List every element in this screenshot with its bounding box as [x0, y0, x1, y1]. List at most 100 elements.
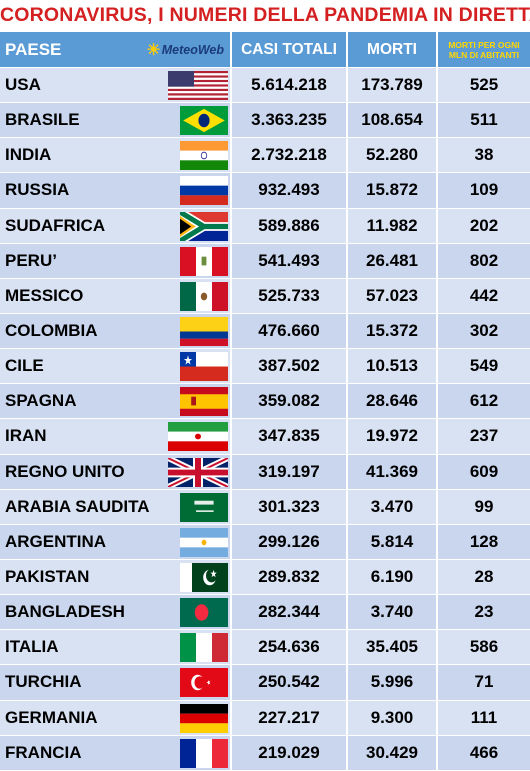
- table-row: IRAN 347.835 19.972 237: [0, 419, 530, 455]
- total-cases-cell: 282.344: [232, 595, 348, 630]
- page-title: CORONAVIRUS, I NUMERI DELLA PANDEMIA IN …: [0, 4, 530, 26]
- header-per-mln: MORTI PER OGNI MLN DI ABITANTI: [438, 32, 530, 67]
- country-name: PERU’: [5, 250, 57, 270]
- total-cases-cell: 476.660: [232, 313, 348, 349]
- deaths-per-mln-cell: 202: [469, 215, 499, 235]
- deaths-per-mln-cell: 237: [469, 426, 499, 446]
- table-row: RUSSIA 932.493 15.872 109: [0, 173, 530, 209]
- deaths-cell: 19.972: [348, 419, 438, 454]
- logo-text: MeteoWeb: [161, 42, 224, 57]
- deaths-per-mln-cell: 525: [469, 75, 499, 95]
- total-cases-cell: 254.636: [232, 630, 348, 665]
- table-row: ITALIA 254.636 35.405 586: [0, 630, 530, 666]
- deaths-cell: 28.646: [348, 384, 438, 419]
- bangladesh-flag-icon: [180, 598, 228, 628]
- total-cases-cell: 3.363.235: [232, 103, 348, 138]
- country-cell: USA: [0, 68, 232, 103]
- usa-flag-icon: [168, 71, 228, 100]
- country-name: REGNO UNITO: [5, 461, 125, 481]
- country-name: BANGLADESH: [5, 602, 125, 622]
- total-cases-cell: 932.493: [232, 173, 348, 208]
- country-name: CILE: [5, 356, 44, 376]
- south-africa-flag-icon: [180, 211, 228, 241]
- table-row: GERMANIA 227.217 9.300 111: [0, 700, 530, 736]
- country-cell: TURCHIA: [0, 665, 232, 700]
- deaths-per-mln-cell: 128: [469, 531, 499, 551]
- header-country: PAESE ☀ MeteoWeb: [0, 32, 232, 67]
- colombia-flag-icon: [180, 316, 228, 346]
- deaths-cell: 11.982: [348, 208, 438, 243]
- deaths-cell: 108.654: [348, 103, 438, 138]
- chile-flag-icon: [180, 352, 228, 382]
- deaths-cell: 30.429: [348, 735, 438, 770]
- total-cases-cell: 299.126: [232, 524, 348, 559]
- deaths-cell: 26.481: [348, 243, 438, 278]
- table-row: MESSICO 525.733 57.023 442: [0, 278, 530, 314]
- deaths-per-mln-cell: 23: [474, 602, 494, 622]
- country-name: SUDAFRICA: [5, 215, 106, 235]
- country-cell: IRAN: [0, 419, 232, 454]
- deaths-per-mln-cell: 99: [474, 496, 494, 516]
- deaths-cell: 41.369: [348, 454, 438, 489]
- country-cell: ARGENTINA: [0, 524, 232, 559]
- deaths-cell: 52.280: [348, 138, 438, 173]
- deaths-cell: 6.190: [348, 559, 438, 595]
- total-cases-cell: 589.886: [232, 208, 348, 243]
- country-name: RUSSIA: [5, 180, 70, 200]
- turkey-flag-icon: [180, 668, 228, 698]
- total-cases-cell: 250.542: [232, 665, 348, 700]
- table-row: PERU’ 541.493 26.481 802: [0, 243, 530, 279]
- total-cases-cell: 347.835: [232, 419, 348, 454]
- table-row: BRASILE 3.363.235 108.654 511: [0, 103, 530, 139]
- india-flag-icon: [180, 141, 228, 171]
- total-cases-cell: 5.614.218: [232, 68, 348, 103]
- table-row: REGNO UNITO 319.197 41.369 609: [0, 454, 530, 490]
- deaths-cell: 3.470: [348, 489, 438, 524]
- table-row: FRANCIA 219.029 30.429 466: [0, 735, 530, 771]
- country-cell: PERU’: [0, 243, 232, 278]
- argentina-flag-icon: [180, 527, 228, 557]
- italy-flag-icon: [180, 633, 228, 663]
- total-cases-cell: 289.832: [232, 559, 348, 595]
- table-row: SUDAFRICA 589.886 11.982 202: [0, 208, 530, 244]
- country-name: TURCHIA: [5, 672, 82, 692]
- total-cases-cell: 219.029: [232, 735, 348, 770]
- deaths-per-mln-cell: 28: [474, 567, 494, 587]
- country-cell: GERMANIA: [0, 700, 232, 735]
- country-cell: SPAGNA: [0, 384, 232, 419]
- total-cases-cell: 387.502: [232, 349, 348, 384]
- country-name: INDIA: [5, 145, 52, 165]
- total-cases-cell: 319.197: [232, 454, 348, 489]
- germany-flag-icon: [180, 703, 228, 733]
- deaths-cell: 15.872: [348, 173, 438, 208]
- table-row: BANGLADESH 282.344 3.740 23: [0, 595, 530, 631]
- country-cell: INDIA: [0, 138, 232, 173]
- table-row: PAKISTAN 289.832 6.190 28: [0, 559, 530, 596]
- country-name: GERMANIA: [5, 707, 98, 727]
- table-row: COLOMBIA 476.660 15.372 302: [0, 313, 530, 350]
- table-row: TURCHIA 250.542 5.996 71: [0, 665, 530, 701]
- country-cell: ARABIA SAUDITA: [0, 489, 232, 524]
- total-cases-cell: 2.732.218: [232, 138, 348, 173]
- country-name: PAKISTAN: [5, 567, 90, 587]
- russia-flag-icon: [180, 176, 228, 206]
- country-name: SPAGNA: [5, 391, 77, 411]
- country-name: BRASILE: [5, 110, 80, 130]
- deaths-per-mln-cell: 609: [469, 461, 499, 481]
- header-per-mln-line2: MLN DI ABITANTI: [448, 49, 520, 60]
- mexico-flag-icon: [180, 281, 228, 311]
- country-cell: RUSSIA: [0, 173, 232, 208]
- deaths-per-mln-cell: 586: [469, 637, 499, 657]
- header-country-label: PAESE: [5, 39, 62, 59]
- iran-flag-icon: [168, 422, 228, 452]
- country-cell: REGNO UNITO: [0, 454, 232, 489]
- france-flag-icon: [180, 738, 228, 768]
- header-per-mln-line1: MORTI PER OGNI: [448, 39, 520, 50]
- country-name: FRANCIA: [5, 742, 82, 762]
- country-name: USA: [5, 75, 41, 95]
- header-deaths: MORTI: [348, 32, 438, 67]
- deaths-cell: 3.740: [348, 595, 438, 630]
- deaths-per-mln-cell: 802: [469, 250, 499, 270]
- deaths-per-mln-cell: 71: [474, 672, 494, 692]
- deaths-cell: 10.513: [348, 349, 438, 384]
